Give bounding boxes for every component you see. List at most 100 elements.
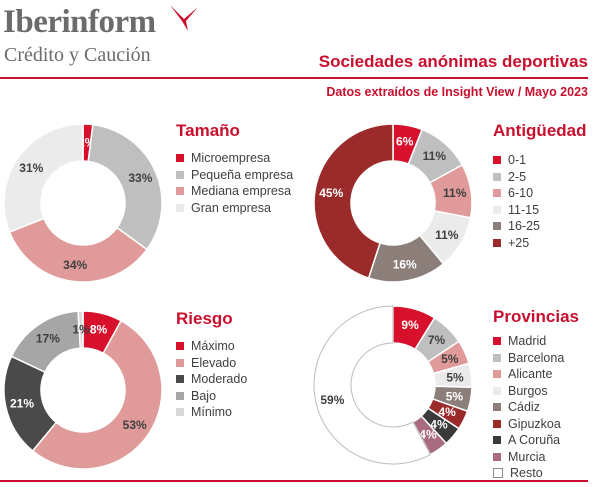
data-label-burgos: 5% bbox=[446, 370, 464, 384]
data-label-gran-empresa: 31% bbox=[19, 161, 43, 175]
legend-label: Alicante bbox=[508, 367, 553, 382]
legend-label: Murcia bbox=[508, 449, 546, 464]
legend-item-16-25: 16-25 bbox=[493, 218, 540, 235]
legend-label: Resto bbox=[510, 466, 543, 481]
chart-title-antiguedad: Antigüedad bbox=[493, 121, 587, 140]
legend-label: Burgos bbox=[508, 383, 548, 398]
legend-label: 0-1 bbox=[508, 153, 527, 168]
legend-swatch bbox=[493, 189, 501, 198]
legend-riesgo: Máximo Elevado Moderado Bajo Mínimo bbox=[176, 338, 247, 421]
slice-gran-empresa bbox=[3, 123, 84, 234]
legend-swatch bbox=[176, 170, 184, 179]
legend-swatch bbox=[176, 391, 184, 400]
data-label-barcelona: 7% bbox=[428, 333, 446, 347]
legend-swatch bbox=[176, 154, 184, 163]
legend-item-madrid: Madrid bbox=[493, 333, 564, 350]
slice-elevado bbox=[31, 319, 163, 470]
legend-swatch bbox=[493, 353, 501, 362]
data-label-2-5: 11% bbox=[423, 149, 447, 163]
logo-tagline: Crédito y Caución bbox=[4, 44, 151, 66]
slice-mediana-empresa bbox=[8, 217, 148, 283]
page-title: Sociedades anónimas deportivas bbox=[318, 52, 588, 71]
data-label-a-coruna: 4% bbox=[430, 417, 448, 431]
donut-chart-antiguedad: 6% 11% 11% 11% 16% 45% bbox=[313, 123, 473, 283]
legend-swatch bbox=[176, 187, 184, 196]
legend-item-bajo: Bajo bbox=[176, 388, 247, 405]
legend-swatch bbox=[493, 436, 501, 445]
data-label-bajo: 17% bbox=[36, 331, 60, 345]
legend-swatch bbox=[176, 375, 184, 384]
donut-chart-provincias: 9% 7% 5% 5% 5% 4%4%4% 59% bbox=[313, 305, 473, 465]
legend-item-moderado: Moderado bbox=[176, 371, 247, 388]
data-label-maximo: 8% bbox=[90, 322, 108, 336]
legend-label: Mediana empresa bbox=[191, 184, 292, 199]
slice-pequena-empresa bbox=[87, 123, 163, 251]
data-label-madrid: 9% bbox=[401, 318, 419, 332]
legend-item-pequena-empresa: Pequeña empresa bbox=[176, 167, 293, 184]
legend-provincias: Madrid Barcelona Alicante Burgos Cádiz Gipuzk… bbox=[493, 333, 564, 482]
legend-label: Madrid bbox=[508, 334, 547, 349]
legend-item-25: +25 bbox=[493, 235, 540, 252]
data-label-0-1: 6% bbox=[396, 135, 414, 149]
legend-label: A Coruña bbox=[508, 433, 561, 448]
data-label-minimo: 1% bbox=[72, 323, 90, 337]
chart-title-provincias: Provincias bbox=[493, 307, 579, 326]
legend-swatch bbox=[493, 386, 501, 395]
legend-tamano: Microempresa Pequeña empresa Mediana empre… bbox=[176, 150, 293, 216]
legend-label: Cádiz bbox=[508, 400, 540, 415]
legend-item-barcelona: Barcelona bbox=[493, 350, 564, 367]
legend-swatch bbox=[176, 203, 184, 212]
data-label-gipuzkoa: 4% bbox=[438, 405, 456, 419]
legend-item-maximo: Máximo bbox=[176, 338, 247, 355]
legend-item-gipuzkoa: Gipuzkoa bbox=[493, 416, 564, 433]
legend-item-mediana-empresa: Mediana empresa bbox=[176, 183, 293, 200]
slice-minimo bbox=[77, 310, 84, 349]
data-label-pequena-empresa: 33% bbox=[128, 171, 152, 185]
legend-swatch bbox=[493, 337, 501, 346]
data-label-cadiz: 5% bbox=[446, 389, 464, 403]
donut-chart-tamano: 2%33%34%31% bbox=[3, 123, 163, 283]
legend-swatch bbox=[176, 342, 184, 351]
data-label-mediana-empresa: 34% bbox=[63, 258, 87, 272]
legend-swatch bbox=[493, 172, 501, 181]
legend-swatch bbox=[493, 468, 503, 479]
legend-item-minimo: Mínimo bbox=[176, 404, 247, 421]
data-label-11-15: 11% bbox=[435, 228, 459, 242]
legend-label: Moderado bbox=[191, 372, 248, 387]
legend-item-microempresa: Microempresa bbox=[176, 150, 293, 167]
legend-label: Máximo bbox=[191, 339, 235, 354]
legend-swatch bbox=[493, 156, 501, 165]
data-label-resto: 59% bbox=[320, 393, 344, 407]
legend-label: Microempresa bbox=[191, 151, 271, 166]
chart-title-riesgo: Riesgo bbox=[176, 309, 233, 328]
legend-item-0-1: 0-1 bbox=[493, 152, 540, 169]
data-label-murcia: 4% bbox=[419, 427, 437, 441]
legend-swatch bbox=[176, 408, 184, 417]
legend-label: Bajo bbox=[191, 388, 217, 403]
legend-swatch bbox=[493, 205, 501, 214]
legend-item-gran-empresa: Gran empresa bbox=[176, 200, 293, 217]
legend-item-cadiz: Cádiz bbox=[493, 399, 564, 416]
legend-swatch bbox=[493, 419, 501, 428]
page-subtitle: Datos extraídos de Insight View / Mayo 2… bbox=[326, 85, 588, 99]
legend-swatch bbox=[176, 358, 184, 367]
legend-item-2-5: 2-5 bbox=[493, 169, 540, 186]
legend-item-11-15: 11-15 bbox=[493, 202, 540, 219]
legend-label: +25 bbox=[508, 235, 530, 250]
legend-item-resto: Resto bbox=[493, 465, 564, 482]
legend-item-elevado: Elevado bbox=[176, 355, 247, 372]
legend-item-6-10: 6-10 bbox=[493, 185, 540, 202]
data-label-alicante: 5% bbox=[441, 352, 459, 366]
data-label-elevado: 53% bbox=[123, 418, 147, 432]
legend-item-murcia: Murcia bbox=[493, 449, 564, 466]
legend-swatch bbox=[493, 222, 501, 231]
data-label-6-10: 11% bbox=[443, 186, 467, 200]
legend-item-a-coruna: A Coruña bbox=[493, 432, 564, 449]
logo-mark-icon bbox=[170, 5, 198, 31]
donut-chart-riesgo: 8% 53% 21% 17% 1% bbox=[3, 310, 163, 470]
footer-divider bbox=[0, 480, 588, 482]
data-label-16-25: 16% bbox=[393, 257, 417, 271]
legend-label: Elevado bbox=[191, 355, 237, 370]
legend-item-alicante: Alicante bbox=[493, 366, 564, 383]
legend-label: Gipuzkoa bbox=[508, 416, 561, 431]
